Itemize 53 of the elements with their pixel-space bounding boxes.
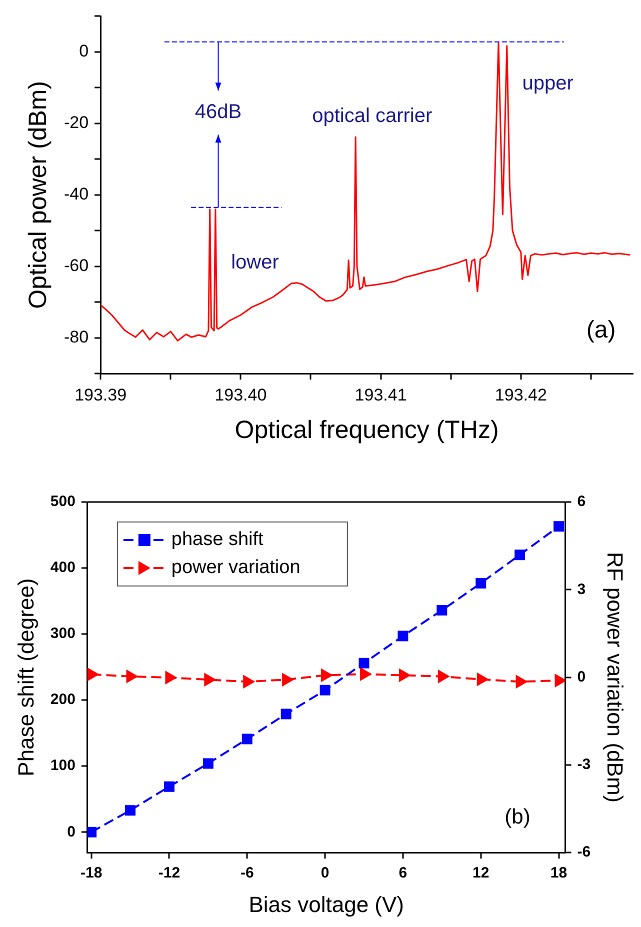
annotation: upper — [522, 72, 574, 95]
x-tick-label: 12 — [472, 864, 490, 882]
point — [242, 734, 252, 744]
point — [125, 805, 136, 816]
x-tick-label: 18 — [550, 864, 568, 882]
y-tick-label: -40 — [64, 184, 89, 204]
point — [164, 781, 174, 792]
annotation: lower — [231, 251, 280, 274]
x-tick-label: 193.39 — [74, 385, 127, 404]
point — [436, 605, 448, 616]
x-tick-label: -12 — [158, 864, 180, 882]
y-tick-label: 400 — [50, 559, 76, 576]
x-tick-label: -6 — [240, 864, 254, 882]
x-axis-title: Optical frequency (THz) — [234, 416, 499, 444]
point — [514, 550, 526, 560]
y2-tick-label: 0 — [577, 668, 586, 686]
point — [476, 578, 486, 588]
point — [320, 684, 330, 696]
legend-label: phase shift — [171, 529, 264, 550]
y-axis-title: Phase shift (degree) — [13, 578, 38, 776]
y-tick-label: 100 — [50, 757, 76, 774]
y-tick-label: 0 — [67, 823, 76, 840]
x-tick-label: -18 — [80, 864, 102, 882]
x-tick-label: 6 — [398, 864, 408, 882]
point — [358, 658, 370, 668]
point — [202, 758, 214, 769]
x-axis-title: Bias voltage (V) — [248, 892, 404, 917]
y-tick-label: 200 — [50, 691, 76, 708]
annotation: 46dB — [194, 101, 242, 124]
x-tick-label: 193.40 — [214, 385, 267, 404]
y-tick-label: 0 — [79, 42, 89, 61]
y-tick-label: 500 — [50, 493, 76, 510]
x-tick-label: 193.42 — [494, 385, 547, 404]
y-tick-label: -80 — [64, 328, 89, 347]
point — [554, 521, 564, 532]
point — [398, 630, 408, 642]
y2-tick-label: 6 — [577, 493, 586, 510]
annotation: (b) — [504, 805, 530, 828]
annotation: (a) — [586, 316, 616, 344]
x-tick-label: 0 — [320, 864, 330, 882]
y2-tick-label: -6 — [577, 844, 591, 861]
y2-tick-label: 3 — [577, 580, 586, 598]
y-tick-label: -60 — [64, 256, 89, 276]
y-tick-label: 300 — [50, 625, 76, 642]
y2-tick-label: -3 — [577, 756, 591, 774]
legend-label: power variation — [171, 557, 300, 578]
y2-axis-title: RF power variation (dBm) — [602, 552, 628, 803]
point — [87, 826, 97, 838]
x-tick-label: 193.41 — [354, 385, 407, 404]
annotation: optical carrier — [312, 104, 432, 127]
point — [280, 708, 292, 720]
y-axis-title: Optical power (dBm) — [24, 80, 52, 309]
y-tick-label: -20 — [64, 113, 89, 132]
